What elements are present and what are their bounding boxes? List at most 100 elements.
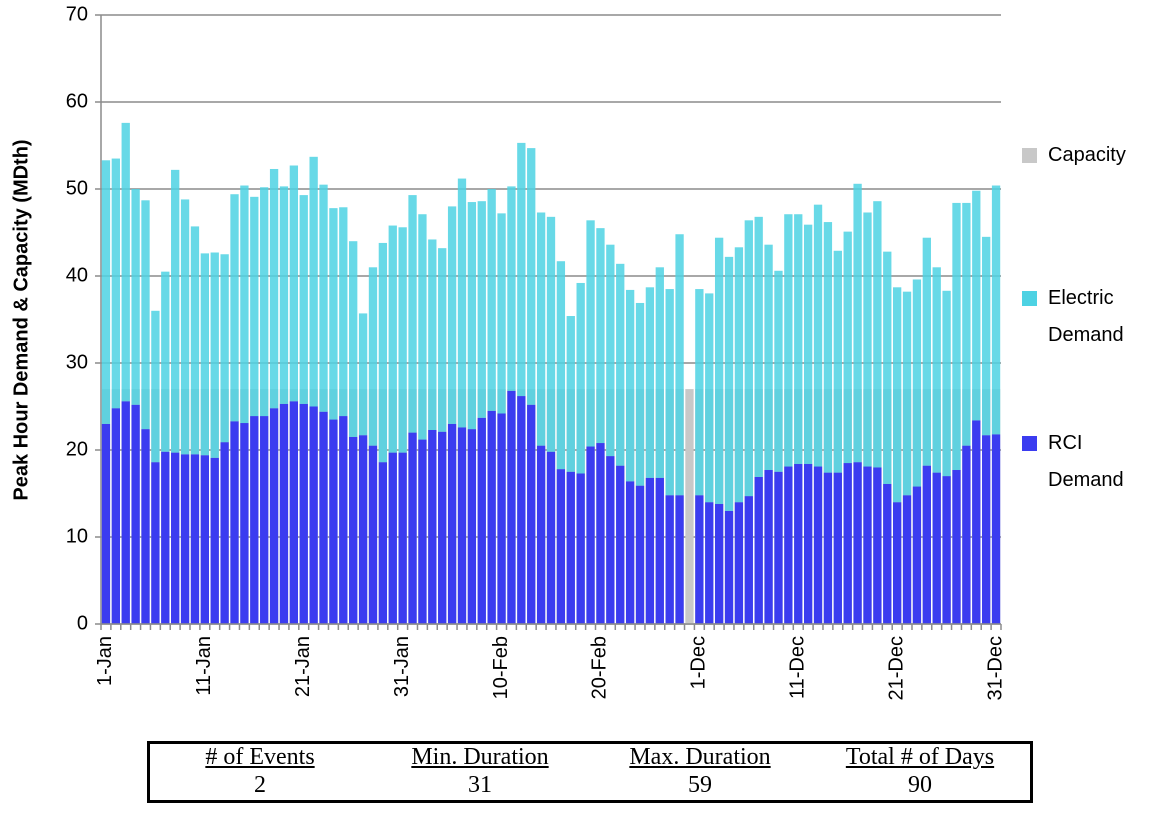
bar-segment: [329, 208, 338, 420]
bar-segment: [438, 431, 447, 624]
bar-segment: [358, 313, 368, 436]
bar-segment: [497, 213, 506, 414]
bar-segment: [932, 267, 941, 473]
chart: Peak Hour Demand & Capacity (MDth) 0 10 20…: [10, 3, 1006, 700]
bar-segment: [556, 469, 566, 624]
bar-segment: [705, 502, 714, 624]
bar-segment: [566, 471, 575, 624]
bar-segment: [596, 443, 605, 624]
bar-segment: [982, 435, 991, 624]
y-tick-label: 40: [66, 264, 88, 286]
legend-label: Capacity: [1048, 144, 1126, 166]
bar-segment: [536, 445, 546, 624]
bar-segment: [121, 401, 130, 624]
bar-segment: [962, 445, 971, 624]
bar-segment: [803, 224, 813, 464]
bar-segment: [477, 417, 486, 624]
bar-segment: [240, 423, 249, 624]
bar-segment: [447, 206, 457, 424]
bar-segment: [566, 316, 575, 472]
y-axis-label: Peak Hour Demand & Capacity (MDth): [10, 139, 32, 500]
bar-segment: [210, 457, 219, 624]
bar-segment: [922, 465, 931, 624]
bar-segment: [180, 454, 190, 624]
x-tick-label: 31-Dec: [984, 636, 1006, 700]
bar-segment: [883, 483, 892, 624]
bar-segment: [260, 187, 269, 417]
bar-segment: [576, 282, 585, 474]
y-tick-label: 70: [66, 3, 88, 25]
bar-segment: [972, 420, 981, 624]
bar-segment: [803, 463, 813, 624]
bar-segment: [240, 185, 249, 424]
bar-segment: [398, 227, 407, 453]
bar-segment: [517, 396, 526, 624]
bar-segment: [863, 466, 872, 624]
bar-segment: [991, 185, 1001, 435]
bar-segment: [289, 165, 299, 402]
legend-label: RCI Demand: [1048, 432, 1124, 491]
x-tick-label: 1-Dec: [688, 636, 710, 689]
bar-segment: [823, 222, 833, 473]
x-tick-label: 20-Feb: [589, 636, 611, 699]
y-tick-label: 60: [66, 90, 88, 112]
y-tick-label: 50: [66, 177, 88, 199]
bar-segment: [952, 202, 961, 471]
bar-segment: [180, 199, 190, 455]
bar-segment: [161, 451, 170, 624]
bar-segment: [230, 421, 239, 624]
bar-segment: [546, 216, 556, 452]
bar-segment: [843, 463, 852, 624]
bar-segment: [982, 236, 991, 436]
bar-segment: [250, 416, 259, 624]
bar-segment: [616, 465, 625, 624]
bar-segment: [942, 476, 951, 624]
bar-segment: [190, 454, 200, 624]
x-tick-label: 11-Jan: [193, 636, 215, 696]
legend-swatch: [1022, 148, 1037, 163]
bar-segment: [813, 466, 823, 624]
x-tick-label: 21-Dec: [885, 636, 907, 700]
bar-segment: [556, 261, 566, 470]
bar-segment: [576, 473, 585, 624]
bar-segment: [902, 495, 912, 624]
bar-segment: [131, 404, 140, 624]
bar-segment: [527, 404, 536, 624]
bar-segment: [873, 467, 882, 624]
bar-segment: [428, 429, 437, 624]
bar-segment: [922, 237, 931, 466]
bar-segment: [794, 463, 803, 624]
bar-segment: [784, 466, 793, 624]
bar-segment: [912, 279, 922, 487]
bar-segment: [754, 476, 763, 624]
table-cell: 2: [254, 772, 266, 798]
bar-segment: [467, 202, 477, 430]
bar-segment: [972, 190, 981, 421]
bar-segment: [744, 220, 753, 497]
bar-segment: [358, 435, 368, 624]
bar-segment: [606, 244, 615, 457]
table-header: # of Events: [205, 744, 315, 770]
bar-segment: [645, 287, 655, 478]
bar-segment: [408, 432, 417, 624]
capacity-bar: [685, 389, 694, 624]
bar-segment: [171, 452, 180, 624]
y-tick-label: 0: [77, 612, 88, 634]
bar-segment: [724, 510, 734, 624]
bar-segment: [378, 462, 388, 624]
bar-segment: [705, 293, 714, 503]
bar-segment: [457, 427, 467, 624]
bar-segment: [349, 436, 358, 624]
bar-segment: [863, 212, 872, 467]
bar-segment: [665, 495, 674, 624]
bar-segment: [349, 241, 358, 437]
bar-segment: [893, 287, 902, 503]
bar-segment: [299, 195, 308, 404]
bar-segment: [329, 419, 338, 624]
bar-segment: [428, 239, 437, 430]
table-header: Min. Duration: [411, 744, 549, 770]
bar-segment: [616, 263, 625, 466]
bar-segment: [784, 214, 793, 467]
bar-segment: [655, 477, 664, 624]
